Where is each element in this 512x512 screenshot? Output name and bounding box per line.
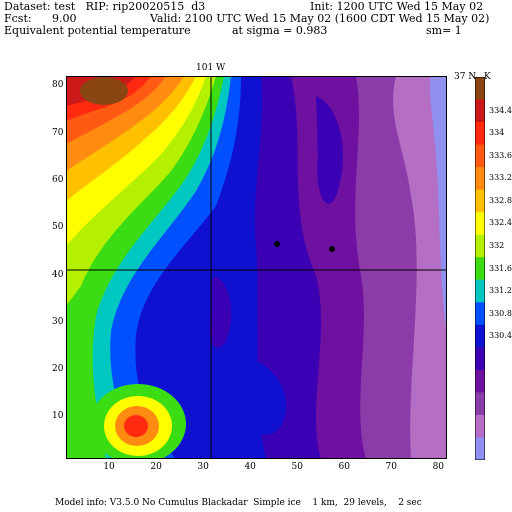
x-tick-label: 60 bbox=[338, 462, 350, 472]
y-tick-label: 20 bbox=[52, 364, 64, 375]
colorbar-swatch bbox=[475, 144, 485, 168]
colorbar-level-label: 334 bbox=[489, 128, 505, 138]
sigma-level: at sigma = 0.983 bbox=[232, 24, 328, 37]
colorbar-level-label: 331.2 bbox=[489, 286, 512, 296]
x-tick-label: 20 bbox=[150, 462, 162, 472]
y-tick-label: 40 bbox=[52, 269, 64, 280]
dataset-label: Dataset: test RIP: rip20020515 d3 bbox=[4, 0, 206, 13]
x-tick-label: 30 bbox=[197, 462, 209, 472]
x-tick-label: 40 bbox=[244, 462, 256, 472]
colorbar-level-label: 333.2 bbox=[489, 173, 512, 183]
longitude-label: 101 W bbox=[196, 63, 226, 73]
colorbar-swatch bbox=[475, 414, 485, 438]
fcst-label: Fcst: bbox=[4, 12, 32, 25]
colorbar-swatch bbox=[475, 212, 485, 236]
latitude-label: 37 N bbox=[454, 72, 477, 82]
colorbar-level-label: 330.4 bbox=[489, 331, 512, 341]
colorbar-swatch bbox=[475, 99, 485, 123]
colorbar-level-label: 333.6 bbox=[489, 150, 512, 160]
colorbar-swatch bbox=[475, 347, 485, 371]
init-time: Init: 1200 UTC Wed 15 May 02 bbox=[310, 0, 484, 13]
colorbar-level-label: 332.8 bbox=[489, 195, 512, 205]
field-name: Equivalent potential temperature bbox=[4, 24, 191, 37]
theta-e-map bbox=[66, 76, 447, 459]
colorbar-unit: K bbox=[484, 72, 491, 82]
colorbar bbox=[475, 77, 485, 460]
colorbar-swatch bbox=[475, 302, 485, 326]
y-tick-label: 10 bbox=[52, 411, 64, 422]
x-tick-label: 10 bbox=[103, 462, 115, 472]
colorbar-swatch bbox=[475, 369, 485, 393]
x-tick-label: 50 bbox=[291, 462, 303, 472]
colorbar-level-label: 334.4 bbox=[489, 105, 512, 115]
valid-time: Valid: 2100 UTC Wed 15 May 02 (1600 CDT … bbox=[150, 12, 490, 25]
y-tick-label: 60 bbox=[52, 175, 64, 186]
colorbar-swatch bbox=[475, 122, 485, 146]
colorbar-swatch bbox=[475, 324, 485, 348]
y-tick-label: 50 bbox=[52, 222, 64, 233]
colorbar-swatch bbox=[475, 189, 485, 213]
colorbar-swatch bbox=[475, 437, 485, 460]
colorbar-swatch bbox=[475, 392, 485, 416]
model-info: Model info: V3.5.0 No Cumulus Blackadar … bbox=[55, 498, 422, 508]
smoothing-label: sm= 1 bbox=[426, 24, 462, 37]
y-tick-label: 70 bbox=[52, 127, 64, 138]
y-tick-label: 80 bbox=[52, 80, 64, 91]
colorbar-swatch bbox=[475, 279, 485, 303]
colorbar-level-label: 331.6 bbox=[489, 263, 512, 273]
colorbar-level-label: 332 bbox=[489, 240, 505, 250]
colorbar-level-label: 332.4 bbox=[489, 218, 512, 228]
x-tick-label: 70 bbox=[385, 462, 397, 472]
colorbar-swatch bbox=[475, 77, 485, 101]
fcst-value: 9.00 bbox=[52, 12, 77, 25]
colorbar-level-label: 330.8 bbox=[489, 308, 512, 318]
colorbar-swatch bbox=[475, 234, 485, 258]
y-tick-label: 30 bbox=[52, 316, 64, 327]
colorbar-swatch bbox=[475, 167, 485, 191]
colorbar-border bbox=[475, 77, 485, 460]
x-tick-label: 80 bbox=[432, 462, 445, 472]
colorbar-swatch bbox=[475, 257, 485, 281]
